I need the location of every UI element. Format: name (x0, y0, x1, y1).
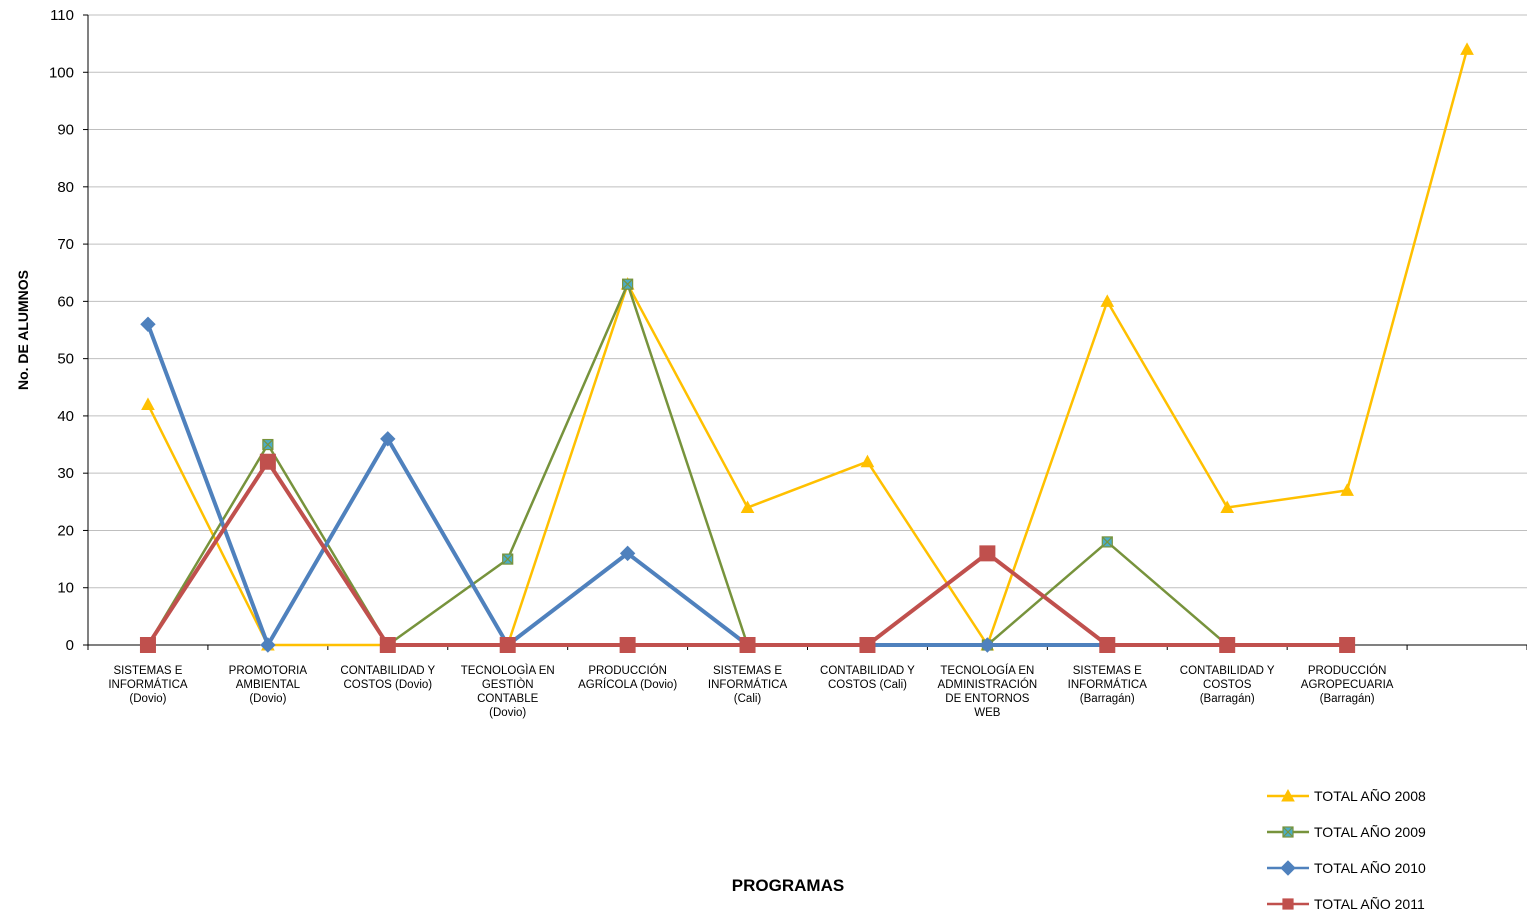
series-line (986, 540, 1229, 646)
series-line (146, 49, 1469, 647)
x-tick-label: TECNOLOGÌA EN GESTIÒN CONTABLE (Dovio) (461, 664, 555, 719)
y-axis-label: No. DE ALUMNOS (15, 270, 31, 390)
x-tick-label: SISTEMAS E INFORMÁTICA (Barragán) (1068, 665, 1148, 705)
data-point (1100, 294, 1115, 307)
axes (83, 14, 1527, 650)
data-point (141, 397, 155, 410)
data-point (619, 637, 636, 653)
y-tick-label: 20 (57, 522, 74, 539)
y-tick-label: 70 (57, 236, 74, 253)
x-tick-label: TECNOLOGÍA EN ADMINISTRACIÓN DE ENTORNOS WE… (938, 664, 1038, 719)
data-point (739, 637, 756, 653)
series-group (139, 42, 1474, 653)
data-point (379, 637, 396, 653)
x-tick-label: SISTEMAS E INFORMÁTICA (Dovio) (108, 665, 188, 705)
y-tick-label: 30 (57, 465, 74, 482)
gridlines (88, 14, 1527, 589)
x-tick-labels: SISTEMAS E INFORMÁTICA (Dovio) PROMOTORIA AM… (108, 664, 1394, 719)
data-point (859, 637, 876, 653)
data-point (1340, 483, 1354, 496)
y-tick-label: 90 (57, 122, 74, 139)
legend-label: TOTAL AÑO 2008 (1314, 788, 1426, 804)
data-point (139, 637, 156, 653)
data-point (979, 545, 996, 562)
y-tick-label: 110 (50, 7, 74, 24)
data-point (259, 453, 276, 470)
data-point (502, 553, 514, 565)
x-tick-label: PRODUCCIÓN AGRÍCOLA (Dovio) (578, 664, 677, 691)
x-tick-label: PROMOTORIA AMBIENTAL (Dovio) (229, 665, 308, 705)
x-tick-label: CONTABILIDAD Y COSTOS (Cali) (820, 665, 915, 691)
y-tick-label: 10 (57, 580, 74, 597)
legend-label: TOTAL AÑO 2010 (1314, 860, 1426, 876)
data-point (1099, 637, 1116, 653)
y-tick-label: 0 (66, 637, 74, 654)
x-tick-label: CONTABILIDAD Y COSTOS (Barragán) (1180, 665, 1275, 705)
series-1 (141, 42, 1474, 651)
data-point (740, 500, 755, 514)
data-point (1219, 637, 1236, 653)
legend-marker (1282, 826, 1294, 838)
x-tick-label: CONTABILIDAD Y COSTOS (Dovio) (340, 665, 435, 691)
series-line (146, 282, 749, 647)
data-point (262, 438, 274, 451)
legend-label: TOTAL AÑO 2009 (1314, 824, 1426, 840)
legend-item: TOTAL AÑO 2009 (1267, 824, 1426, 840)
series-2 (142, 278, 1233, 651)
data-point (1460, 42, 1474, 55)
y-tick-label: 80 (57, 179, 74, 196)
series-line (146, 459, 1348, 647)
y-tick-label: 100 (49, 64, 74, 81)
legend-marker (1282, 898, 1294, 910)
x-tick-label: SISTEMAS E INFORMÁTICA (Cali) (708, 665, 788, 705)
data-point (140, 316, 156, 332)
data-point (619, 545, 636, 562)
series-3 (140, 316, 1235, 653)
y-tick-labels: 0 10 20 30 40 50 60 70 80 90 100 110 (49, 7, 74, 654)
series-4 (139, 453, 1356, 653)
data-point (979, 637, 996, 653)
legend-marker (1280, 860, 1296, 876)
x-axis-label: PROGRAMAS (732, 876, 844, 895)
legend: TOTAL AÑO 2008 TOTAL AÑO 2009 TOTAL AÑO 20… (1267, 788, 1426, 912)
series-line (146, 323, 1228, 647)
legend-label: TOTAL AÑO 2011 (1314, 896, 1425, 912)
data-point (380, 431, 396, 447)
data-point (499, 637, 516, 653)
y-tick-label: 50 (57, 351, 74, 368)
y-tick-label: 60 (57, 293, 74, 310)
data-point (622, 278, 634, 290)
data-point (1220, 500, 1235, 514)
x-tick-label: PRODUCCIÓN AGROPECUARIA (Barragán) (1301, 664, 1394, 705)
legend-item: TOTAL AÑO 2011 (1267, 896, 1425, 912)
data-point (260, 637, 276, 653)
legend-marker (1281, 788, 1295, 802)
legend-item: TOTAL AÑO 2008 (1267, 788, 1426, 804)
data-point (1101, 536, 1113, 548)
legend-item: TOTAL AÑO 2010 (1267, 860, 1426, 876)
y-tick-label: 40 (57, 408, 74, 425)
data-point (1339, 637, 1356, 653)
data-point (860, 454, 875, 468)
